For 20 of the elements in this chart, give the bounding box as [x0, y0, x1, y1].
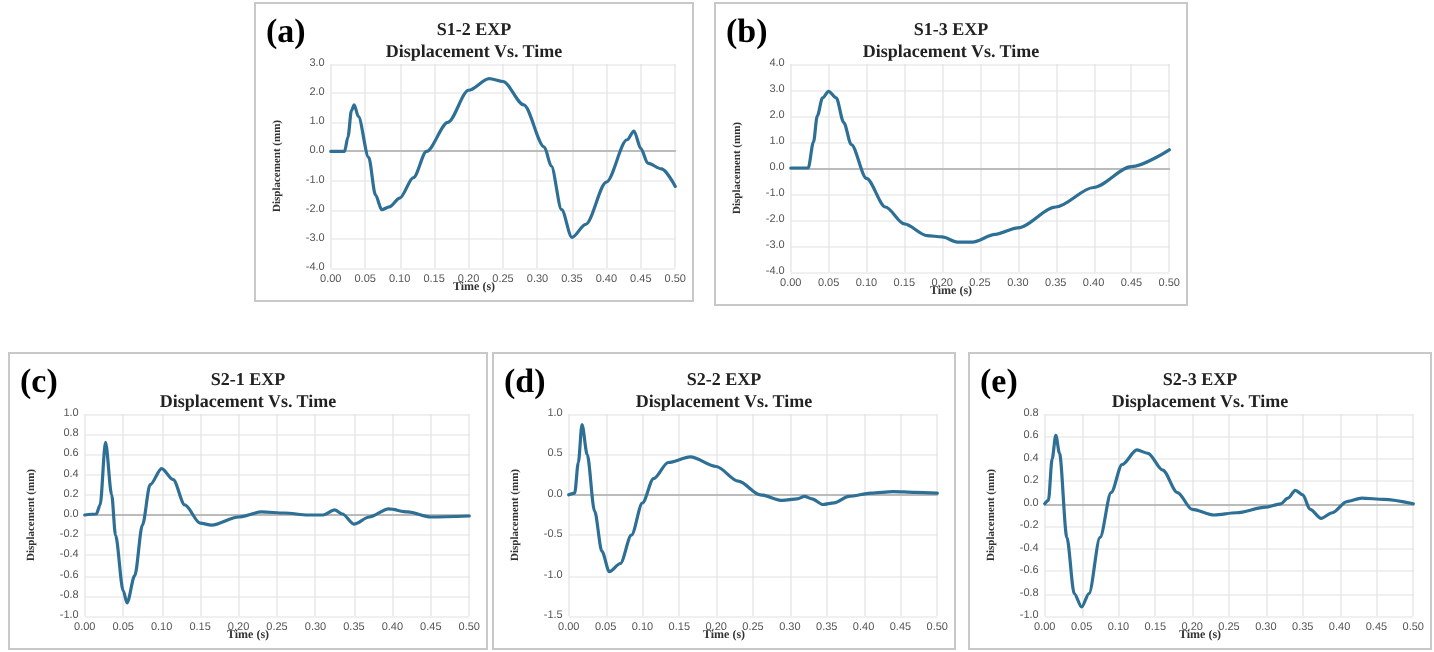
chart-subtitle: Displacement Vs. Time	[1111, 391, 1289, 411]
chart-subtitle: Displacement Vs. Time	[385, 41, 563, 61]
line-series	[567, 422, 939, 574]
text: (d)	[504, 362, 546, 400]
text: (b)	[726, 12, 768, 50]
chart-subtitle: Displacement Vs. Time	[635, 391, 813, 411]
text: (c)	[20, 362, 58, 400]
text: (a)	[266, 12, 306, 50]
chart-title: S2-3 EXP	[1162, 369, 1239, 389]
line-series	[83, 440, 471, 605]
line-series	[1043, 433, 1415, 609]
chart-subtitle: Displacement Vs. Time	[862, 41, 1040, 61]
line-series	[329, 76, 677, 239]
text: (e)	[980, 362, 1018, 400]
chart-subtitle: Displacement Vs. Time	[159, 391, 337, 411]
chart-title: S1-2 EXP	[436, 19, 513, 39]
chart-title: S2-1 EXP	[210, 369, 287, 389]
chart-title: S2-2 EXP	[686, 369, 763, 389]
chart-title: S1-3 EXP	[913, 19, 990, 39]
line-series	[789, 89, 1171, 244]
